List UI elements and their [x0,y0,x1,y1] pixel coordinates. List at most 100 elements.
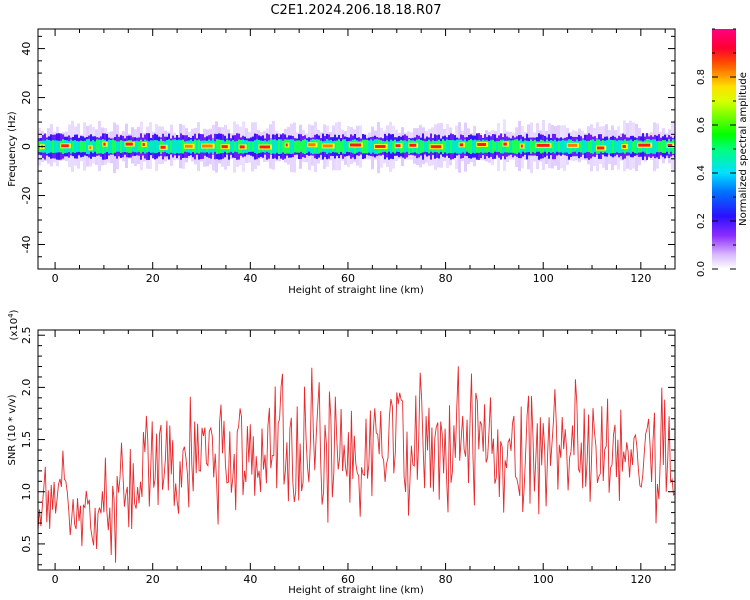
heatmap-cell-core [470,139,472,154]
heatmap-cell-core [194,139,196,154]
heatmap-cell-core [560,140,562,153]
heatmap-cell-core [334,140,336,153]
heatmap-cell-peak-core [430,145,442,149]
heatmap-cell-peak-core [596,146,605,150]
heatmap-cell-core [178,139,180,154]
heatmap-cell-core [82,141,84,153]
heatmap-cell-core [658,140,660,153]
spectrogram-y-tick-label: 40 [20,42,33,56]
heatmap-cell-core [524,140,526,153]
heatmap-cell-core [508,140,510,153]
heatmap-cell-peak-core [409,143,417,147]
heatmap-cell-core [148,141,150,152]
heatmap-cell-core [594,140,596,153]
heatmap-cell-core [278,139,280,154]
heatmap-cell-core [110,139,112,154]
heatmap-cell-core [304,139,306,154]
snr-y-tick-label: 1.0 [20,483,33,501]
heatmap-cell-core [608,139,610,155]
heatmap-cell-core [298,140,300,153]
spectrogram-x-tick-label: 60 [341,272,355,285]
heatmap-cell-core [318,139,320,154]
spectrogram-frame [37,28,676,270]
heatmap-cell-core [606,140,608,154]
heatmap-cell-peak-core [395,144,401,148]
heatmap-cell-core [532,140,534,153]
heatmap-cell-core [230,141,232,152]
heatmap-cell-core [92,139,94,154]
heatmap-cell-core [174,139,176,154]
heatmap-cell-core [552,140,554,153]
heatmap-cell-core [94,141,96,152]
heatmap-cell-core [98,139,100,154]
heatmap-cell-core [246,140,248,153]
heatmap-cell-core [426,140,428,153]
spectrogram-panel: 0 20 40 60 80 100 120 -40 -20 0 20 40 Height of st… [7,28,676,296]
heatmap-cell-core [344,139,346,154]
heatmap-cell-core [420,140,422,154]
heatmap-cell-peak-core [184,144,193,148]
heatmap-cell-core [342,139,344,154]
heatmap-cell-peak-core [89,146,92,150]
heatmap-cell-core [368,140,370,153]
heatmap-cell-core [48,139,50,154]
heatmap-cell-core [450,140,452,154]
heatmap-cell-core [618,140,620,153]
heatmap-cell-core [526,140,528,153]
heatmap-cell-core [364,139,366,154]
heatmap-cell-core [466,141,468,152]
snr-y-ticks: 0.5 1.0 1.5 2.0 2.5 [20,326,675,566]
spectrogram-x-tick-label: 100 [533,272,554,285]
heatmap-cell-core [50,140,52,153]
heatmap-cell-peak-core [239,145,245,149]
heatmap-cell-core [406,141,408,152]
heatmap-cell-core [428,139,430,154]
heatmap-cell-core [168,139,170,154]
heatmap-cell-core [404,140,406,153]
colorbar-gradient [712,29,736,269]
heatmap-cell-core [100,139,102,154]
heatmap-cell-core [338,139,340,154]
heatmap-cell-core [320,140,322,153]
heatmap-cell-core [76,140,78,153]
heatmap-cell-core [158,141,160,153]
heatmap-cell-core [494,141,496,152]
heatmap-cell-core [452,139,454,154]
heatmap-cell-core [248,141,250,152]
spectrogram-x-tick-label: 0 [52,272,59,285]
heatmap-cell-core [664,140,666,153]
heatmap-cell-core [78,141,80,152]
snr-y-tick-label: 0.5 [20,535,33,553]
heatmap-cell-core [562,139,564,154]
heatmap-cell-core [176,140,178,153]
heatmap-cell-core [120,140,122,154]
spectrogram-x-tick-label: 20 [146,272,160,285]
heatmap-cell-core [218,139,220,154]
heatmap-cell-core [564,140,566,153]
heatmap-cell-peak-core [567,143,578,147]
heatmap-cell-core [586,141,588,153]
heatmap-cell-core [252,141,254,152]
heatmap-cell-core [516,139,518,154]
heatmap-cell-core [556,141,558,152]
heatmap-cell-core [172,139,174,154]
colorbar-tick-label: 0.8 [696,69,707,85]
snr-x-ticks: 0 20 40 60 80 100 120 [52,330,666,586]
heatmap-cell-core [660,141,662,153]
snr-x-tick-label: 60 [341,573,355,586]
heatmap-cell-core [634,139,636,154]
snr-y-tick-label: 2.5 [20,326,33,344]
heatmap-cell-core [592,139,594,154]
heatmap-cell-core [514,139,516,154]
heatmap-cell-core [46,139,48,154]
heatmap-cell-peak-core [322,144,333,148]
heatmap-cell-core [200,140,202,153]
heatmap-cell-core [274,139,276,154]
heatmap-cell-core [490,140,492,153]
heatmap-cell-core [180,140,182,153]
heatmap-cell-peak-core [285,143,288,147]
heatmap-cell-core [558,140,560,153]
heatmap-cell-core [510,140,512,153]
spectrogram-y-ticks: -40 -20 0 20 40 [20,35,675,270]
